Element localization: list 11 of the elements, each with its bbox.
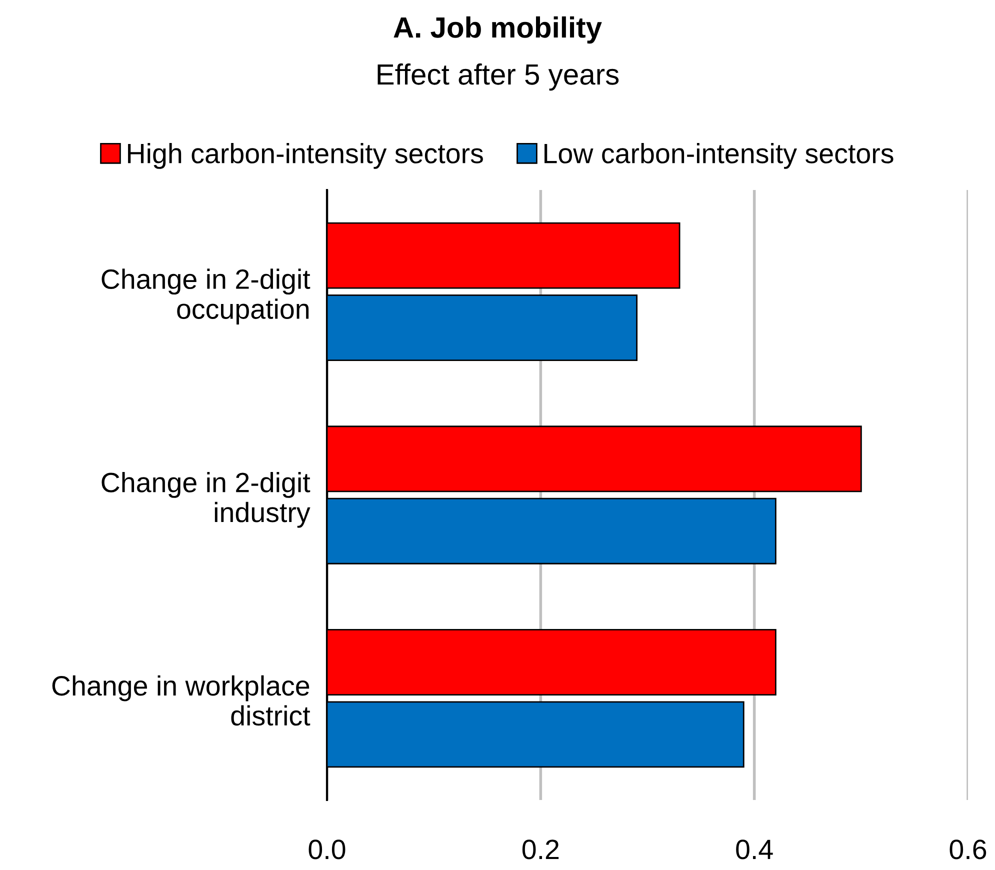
x-tick-label: 0.0 xyxy=(308,840,346,860)
x-tick-label: 0.4 xyxy=(736,840,773,860)
x-tick-label: 0.2 xyxy=(522,840,559,860)
chart-subtitle: Effect after 5 years xyxy=(378,63,619,91)
legend-label: High carbon-intensity sectors xyxy=(128,143,483,169)
y-tick-label: Change in workplace district xyxy=(52,675,310,726)
chart-title: A. Job mobility xyxy=(394,16,602,44)
y-tick-label: Change in 2-digit industry xyxy=(102,472,310,528)
x-tick-label: 0.6 xyxy=(950,840,986,860)
y-tick-label: Change in 2-digit occupation xyxy=(102,268,310,324)
legend-label: Low carbon-intensity sectors xyxy=(544,143,894,169)
